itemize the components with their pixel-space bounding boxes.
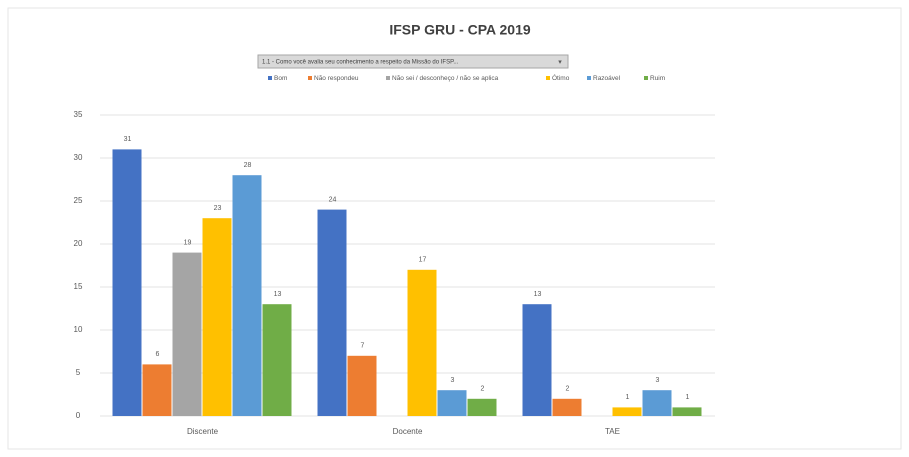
legend-label: Ótimo (552, 73, 570, 82)
filter-text: 1.1 - Como você avalia seu conhecimento … (262, 60, 459, 66)
data-label: 3 (451, 377, 455, 384)
filter-dropdown[interactable] (257, 54, 569, 69)
y-tick-label: 25 (74, 196, 83, 205)
legend-label: Bom (274, 75, 287, 82)
y-tick-label: 20 (74, 239, 83, 248)
bar (172, 252, 202, 416)
dropdown-arrow: ▾ (558, 59, 562, 66)
data-label: 2 (481, 386, 485, 393)
legend-swatch (386, 76, 390, 80)
x-tick-label: Docente (393, 427, 423, 436)
bar (142, 364, 172, 416)
legend-label: Razoável (593, 75, 621, 82)
data-label: 17 (419, 257, 427, 264)
data-label: 31 (124, 136, 132, 143)
data-label: 24 (329, 196, 337, 203)
bar (262, 304, 292, 416)
bar (552, 398, 582, 416)
y-tick-label: 0 (76, 411, 81, 420)
legend-label: Ruim (650, 75, 665, 82)
bar (347, 355, 377, 416)
data-label: 7 (361, 343, 365, 350)
data-label: 13 (534, 291, 542, 298)
y-tick-label: 35 (74, 110, 83, 119)
data-label: 19 (184, 239, 192, 246)
legend-swatch (308, 76, 312, 80)
bar (407, 269, 437, 416)
data-label: 6 (156, 351, 160, 358)
bar (672, 407, 702, 416)
y-tick-label: 15 (74, 282, 83, 291)
chart-frame (7, 7, 902, 450)
bar (437, 390, 467, 416)
legend-swatch (644, 76, 648, 80)
bar (467, 398, 497, 416)
bar (317, 209, 347, 416)
bar (612, 407, 642, 416)
data-label: 1 (626, 394, 630, 401)
x-tick-label: Discente (187, 427, 219, 436)
y-tick-label: 5 (76, 368, 81, 377)
bar (112, 149, 142, 416)
legend-swatch (268, 76, 272, 80)
data-label: 23 (214, 205, 222, 212)
data-label: 13 (274, 291, 282, 298)
data-label: 1 (686, 394, 690, 401)
x-tick-label: TAE (605, 427, 620, 436)
legend-label: Não sei / desconheço / não se aplica (392, 75, 499, 82)
y-tick-label: 30 (74, 153, 83, 162)
bar (642, 390, 672, 416)
data-label: 3 (656, 377, 660, 384)
data-label: 28 (244, 162, 252, 169)
legend-label: Não respondeu (314, 75, 359, 82)
chart-title: IFSP GRU - CPA 2019 (389, 22, 531, 38)
y-tick-label: 10 (74, 325, 83, 334)
bar (202, 218, 232, 416)
legend-swatch (587, 76, 591, 80)
data-label: 2 (566, 386, 570, 393)
legend-swatch (546, 76, 550, 80)
bar (232, 175, 262, 416)
bar (522, 304, 552, 416)
